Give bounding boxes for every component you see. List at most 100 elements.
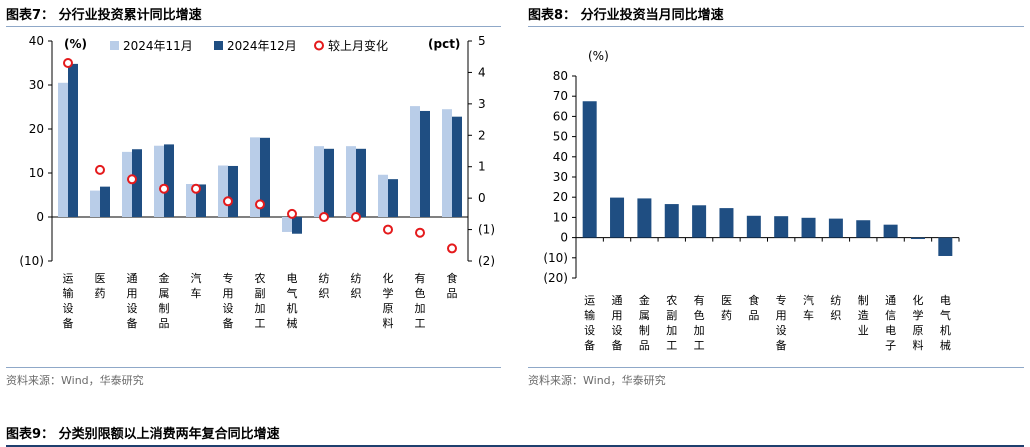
chart8-y-tick-label: 40 xyxy=(553,150,568,164)
chart8-bar xyxy=(692,205,707,238)
chart7-y2-tick-label: 1 xyxy=(478,160,486,174)
chart8-bar xyxy=(910,237,925,240)
chart8-bar xyxy=(828,218,843,238)
chart7-y-tick-label: 0 xyxy=(36,210,44,224)
chart7-x-tick-label: 纺织 xyxy=(351,271,362,300)
chart8-x-tick-label: 专用设备 xyxy=(776,293,787,352)
chart7-x-tick-label: 电气机械 xyxy=(287,272,298,330)
chart8-bar xyxy=(610,197,625,238)
chart7-x-tick-label: 金属制品 xyxy=(159,271,170,330)
chart8-y-tick-label: 70 xyxy=(553,89,568,103)
chart7-bar-nov xyxy=(314,146,324,217)
chart7-x-tick-label: 汽车 xyxy=(191,271,202,300)
chart8-bar xyxy=(856,220,871,238)
chart8-x-tick-label: 运输设备 xyxy=(584,294,595,352)
chart7-bar-nov xyxy=(186,184,196,217)
chart7-bar-nov xyxy=(346,146,356,217)
chart7-title-rule xyxy=(6,26,501,27)
chart8-x-tick-label: 农副加工 xyxy=(666,293,677,352)
chart7-y-tick-label: (10) xyxy=(19,254,44,268)
chart7-point-change xyxy=(191,183,201,194)
chart8-y-tick-label: (20) xyxy=(543,271,568,285)
chart7-legend-change: 较上月变化 xyxy=(328,38,388,53)
chart7-source: 资料来源：Wind，华泰研究 xyxy=(6,374,144,387)
chart7-y2-unit: (pct) xyxy=(428,37,460,51)
chart7-bar-dec xyxy=(132,149,142,217)
chart8-bar xyxy=(746,215,761,238)
chart7-bar-nov xyxy=(58,82,68,217)
chart7-legend-nov: 2024年11月 xyxy=(123,39,193,53)
chart7-point-change xyxy=(255,199,265,210)
chart7-point-change xyxy=(127,174,137,185)
chart7-x-tick-label: 农副加工 xyxy=(255,271,266,330)
chart7-y-tick-label: 30 xyxy=(29,78,44,92)
chart8-y-tick-label: 80 xyxy=(553,69,568,83)
chart7-y2-tick-label: 3 xyxy=(478,97,486,111)
chart8-x-tick-label: 食品 xyxy=(748,293,759,322)
chart8-bar xyxy=(719,208,734,238)
chart8-x-tick-label: 电气机械 xyxy=(940,294,951,352)
chart8-y-tick-label: 30 xyxy=(553,170,568,184)
chart8-x-tick-label: 金属制品 xyxy=(639,293,650,352)
chart7-y-unit: (%) xyxy=(64,37,87,51)
chart7-point-change xyxy=(287,208,297,219)
chart9-title: 图表9： 分类别限额以上消费两年复合同比增速 xyxy=(6,427,280,442)
chart8-title-rule xyxy=(528,26,1024,27)
chart8-source-rule xyxy=(528,367,1024,368)
chart8-bar xyxy=(938,237,953,256)
chart7-point-change xyxy=(223,196,233,207)
chart7-x-tick-label: 有色加工 xyxy=(415,271,426,330)
chart7-bar-nov xyxy=(410,106,420,217)
chart7-y2-tick-label: 5 xyxy=(478,34,486,48)
chart7-x-tick-label: 纺织 xyxy=(319,271,330,300)
chart7-legend-swatch-nov xyxy=(110,41,119,50)
chart8-y-tick-label: 0 xyxy=(560,231,568,245)
chart7-point-change xyxy=(383,224,393,235)
chart8-bar xyxy=(664,204,679,238)
chart7-y-tick-label: 10 xyxy=(29,166,44,180)
chart7-source-rule xyxy=(6,367,501,368)
chart7-bar-nov xyxy=(154,145,164,217)
chart7-y2-tick-label: (1) xyxy=(478,223,495,237)
chart9-title-rule xyxy=(6,445,1024,447)
chart7-x-tick-label: 专用设备 xyxy=(223,271,234,330)
chart7-x-tick-label: 运输设备 xyxy=(63,272,74,330)
chart7-plot: (10) 0 10 20 30 40 (2) (1) 0 1 2 3 4 5 (%) (pct) 2024年11… xyxy=(19,34,495,330)
chart7-bar-dec xyxy=(228,165,238,217)
chart8-y-tick-label: 60 xyxy=(553,109,568,123)
chart8-bar xyxy=(582,101,597,238)
chart7-x-tick-label: 通用设备 xyxy=(127,272,138,330)
chart7-point-change xyxy=(447,243,457,254)
chart8-title: 图表8： 分行业投资当月同比增速 xyxy=(528,8,724,23)
chart8-x-tick-label: 纺织 xyxy=(830,293,841,322)
chart8-x-tick-label: 通用设备 xyxy=(612,294,623,352)
chart7-y2-tick-label: 4 xyxy=(478,65,486,79)
chart7-bar-dec xyxy=(292,217,302,234)
chart8-y-tick-label: 50 xyxy=(553,130,568,144)
chart8-y-tick-label: (10) xyxy=(543,251,568,265)
chart7-bar-dec xyxy=(196,184,206,217)
chart7-point-change xyxy=(319,212,329,222)
chart7-bar-nov xyxy=(282,217,292,232)
chart7-title: 图表7： 分行业投资累计同比增速 xyxy=(6,8,202,23)
chart8-x-tick-label: 医药 xyxy=(721,294,732,322)
chart7-bar-nov xyxy=(378,174,388,217)
chart8-x-tick-label: 通信电子 xyxy=(885,294,896,352)
chart7-bar-dec xyxy=(420,110,430,217)
chart7-bar-dec xyxy=(68,63,78,217)
chart8-x-tick-label: 汽车 xyxy=(803,293,814,322)
chart8-x-tick-label: 有色加工 xyxy=(694,293,705,352)
chart7-bar-nov xyxy=(90,190,100,217)
chart8-source: 资料来源：Wind，华泰研究 xyxy=(528,374,666,387)
chart7-point-change xyxy=(95,164,105,175)
chart8-y-tick-label: 20 xyxy=(553,190,568,204)
chart7-bar-nov xyxy=(218,165,228,217)
chart7-bar-dec xyxy=(164,144,174,217)
chart7-bar-nov xyxy=(250,137,260,217)
chart7-bar-dec xyxy=(260,137,270,217)
chart7-legend-dec: 2024年12月 xyxy=(227,39,297,53)
chart7-bar-dec xyxy=(100,186,110,217)
chart8-bar xyxy=(883,224,898,238)
chart7-bar-dec xyxy=(388,179,398,217)
chart8-y-unit: (%) xyxy=(588,49,609,63)
